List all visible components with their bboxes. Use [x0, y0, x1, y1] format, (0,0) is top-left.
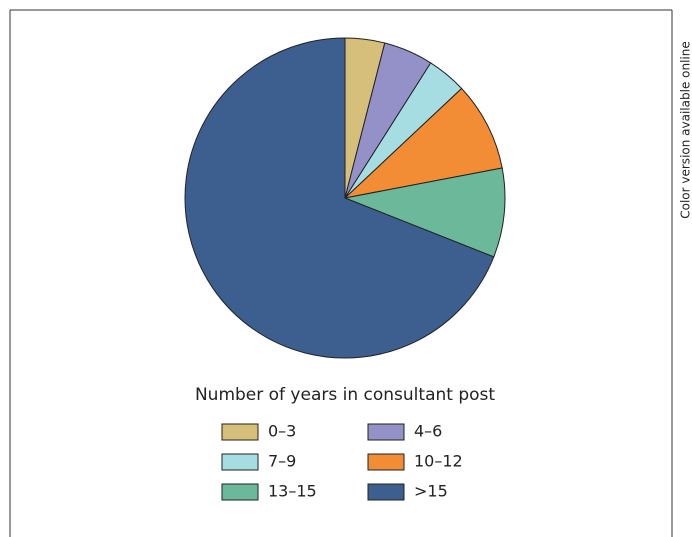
- legend-swatch: [367, 423, 405, 441]
- legend-swatch: [367, 453, 405, 471]
- legend-swatch: [367, 483, 405, 501]
- legend-label: >15: [414, 482, 448, 501]
- legend-label: 7–9: [268, 452, 296, 471]
- pie-slice: [343, 167, 506, 258]
- pie-slice: [343, 87, 503, 199]
- legend-label: 13–15: [268, 482, 317, 501]
- side-note: Color version available online: [679, 41, 692, 219]
- legend-label: 10–12: [414, 452, 463, 471]
- legend-swatch: [221, 453, 259, 471]
- legend-swatch: [221, 483, 259, 501]
- legend-swatch: [221, 423, 259, 441]
- legend-title: Number of years in consultant post: [195, 385, 495, 405]
- pie-slice: [184, 37, 495, 359]
- legend-label: 4–6: [414, 422, 442, 441]
- legend-label: 0–3: [268, 422, 296, 441]
